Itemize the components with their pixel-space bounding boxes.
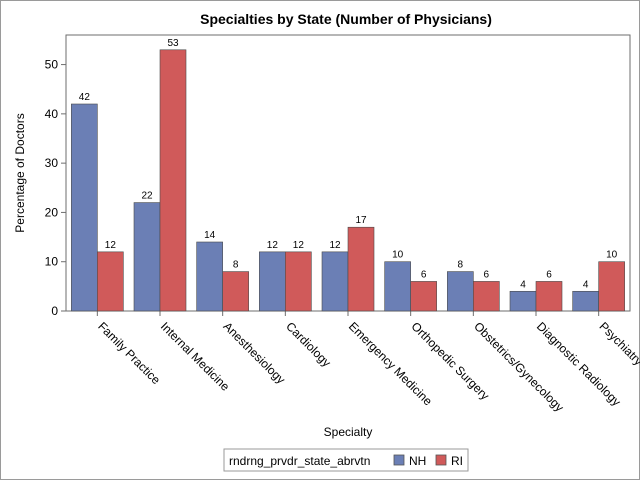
y-tick-label: 30: [45, 156, 59, 170]
y-tick-label: 50: [45, 58, 59, 72]
bar-ri: [222, 271, 249, 312]
bar-nh: [321, 251, 349, 312]
legend-border: [223, 448, 469, 472]
y-tick-label: 40: [45, 107, 59, 121]
bar-ri: [97, 251, 124, 312]
legend-label-ri: RI: [451, 454, 463, 468]
legend-label-nh: NH: [409, 454, 426, 468]
data-label: 6: [546, 269, 552, 280]
x-tick-label: Anesthesiology: [221, 319, 288, 386]
y-tick-label: 20: [45, 205, 59, 219]
data-label: 6: [421, 269, 427, 280]
x-tick-label: Family Practice: [95, 319, 163, 387]
legend-title: rndrng_prvdr_state_abrvtn: [229, 454, 370, 468]
data-label: 53: [167, 38, 179, 49]
bar-nh: [259, 251, 286, 312]
bar-nh: [447, 271, 474, 312]
x-tick-label: Psychiatry: [597, 319, 640, 368]
y-tick-label: 0: [51, 304, 58, 318]
legend-swatch-nh: [393, 454, 405, 466]
bar-ri: [473, 281, 500, 312]
bar-nh: [572, 290, 599, 312]
legend: rndrng_prvdr_state_abrvtn NH RI: [223, 448, 469, 472]
y-axis: 0 10 20 30 40 50: [45, 35, 67, 318]
x-tick-label: Cardiology: [283, 319, 333, 369]
data-label: 17: [355, 215, 367, 226]
data-label: 12: [267, 240, 279, 251]
bars: [71, 49, 625, 312]
data-label: 4: [520, 279, 526, 290]
data-label: 10: [606, 250, 618, 261]
data-label: 22: [141, 191, 153, 202]
y-tick-label: 10: [45, 255, 59, 269]
data-label: 12: [105, 240, 117, 251]
bar-nh: [71, 103, 98, 312]
bar-ri: [347, 226, 375, 312]
bar-nh: [133, 202, 161, 312]
data-label: 42: [79, 92, 91, 103]
data-label: 8: [458, 260, 464, 271]
bar-ri: [410, 281, 437, 312]
data-label: 10: [392, 250, 404, 261]
data-label: 6: [484, 269, 490, 280]
bar-nh: [509, 290, 537, 312]
data-label: 12: [293, 240, 305, 251]
bar-ri: [598, 261, 625, 312]
bar-nh: [196, 241, 223, 312]
data-label: 4: [583, 279, 589, 290]
legend-swatch-ri: [435, 454, 447, 466]
data-label: 14: [204, 230, 216, 241]
data-labels: 42 22 14 12 12 10 8 4 4 12 53 8 12 17 6 6 6 10: [79, 38, 618, 290]
bar-ri: [159, 49, 187, 312]
bar-ri: [285, 251, 312, 312]
chart-title: Specialties by State (Number of Physicia…: [200, 11, 492, 27]
data-label: 12: [329, 240, 341, 251]
data-label: 8: [233, 260, 239, 271]
bar-ri: [535, 281, 563, 312]
x-tick-label: Internal Medicine: [158, 319, 233, 394]
bar-nh: [384, 261, 411, 312]
y-axis-label: Percentage of Doctors: [13, 113, 27, 232]
x-axis-label: Specialty: [324, 425, 373, 439]
